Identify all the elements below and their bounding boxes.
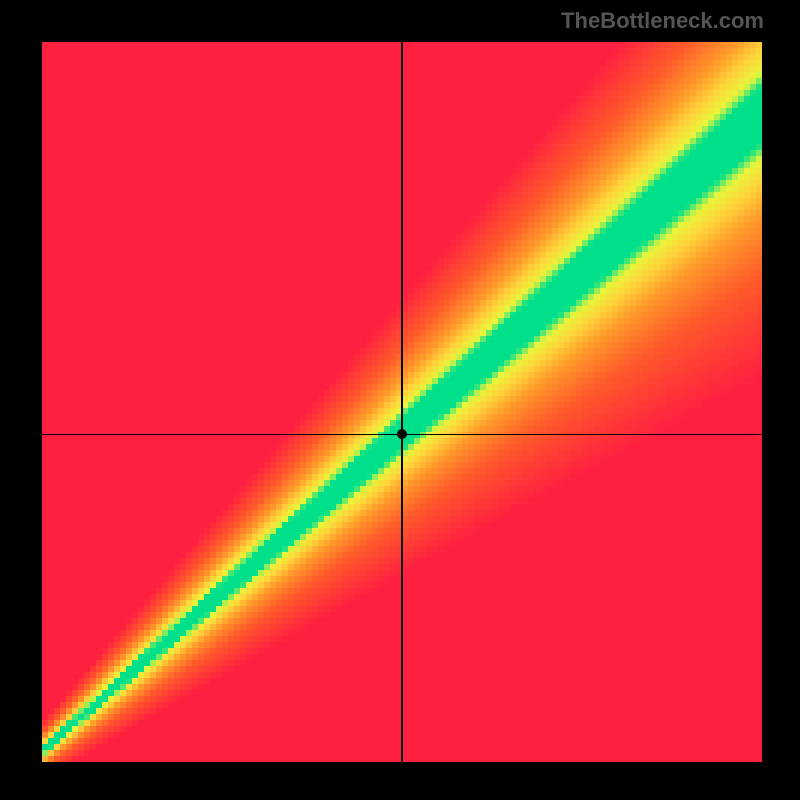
watermark-text: TheBottleneck.com — [561, 8, 764, 34]
chart-container: { "watermark": { "text": "TheBottleneck.… — [0, 0, 800, 800]
crosshair-vertical — [401, 42, 403, 762]
